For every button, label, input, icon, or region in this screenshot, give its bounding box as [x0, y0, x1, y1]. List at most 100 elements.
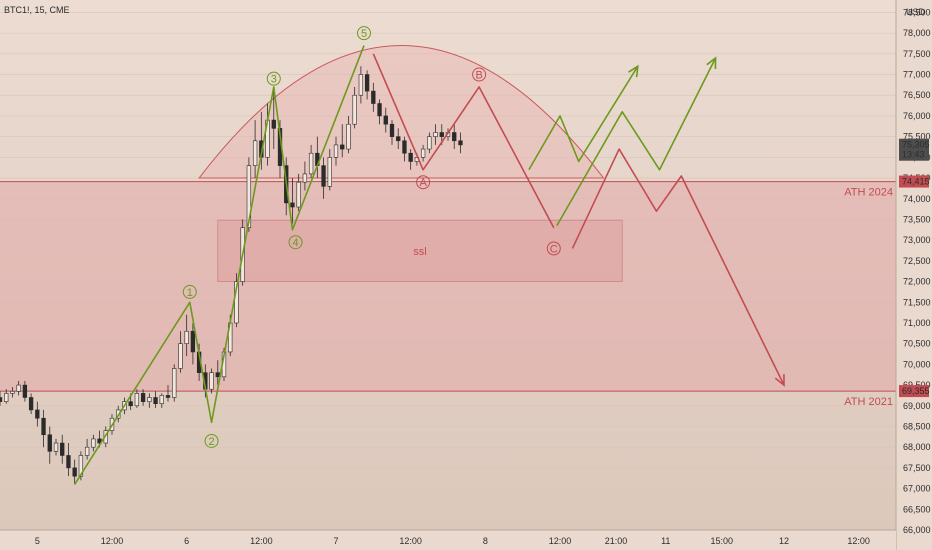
y-tick-label: 70,000 — [903, 359, 931, 369]
candle-body — [327, 157, 332, 187]
candle-body — [66, 455, 71, 469]
ath-range-zone — [0, 181, 896, 392]
candle-body — [78, 455, 84, 477]
levels: ATH 2024 ATH 2021 — [0, 181, 896, 408]
projection-path-1 — [528, 65, 639, 171]
candle-body — [364, 74, 370, 92]
ssl-zone-label: ssl — [413, 246, 426, 258]
projection-path-2 — [556, 57, 717, 227]
projection-path-3-arrowhead — [774, 374, 785, 387]
y-tick-label: 77,500 — [903, 49, 931, 59]
candle-body — [246, 165, 252, 229]
y-tick-label: 66,000 — [903, 525, 931, 535]
candle-body — [165, 395, 171, 398]
x-tick-label: 15:00 — [711, 536, 734, 546]
candle-body — [439, 132, 444, 137]
price-axis-panel — [896, 0, 932, 550]
candle-body — [140, 393, 146, 402]
candle-body — [10, 390, 15, 394]
x-tick-label: 5 — [35, 536, 40, 546]
wave-label-2: 2 — [208, 436, 214, 448]
y-tick-label: 68,000 — [903, 442, 931, 452]
y-tick-label: 69,500 — [903, 380, 931, 390]
distribution-arc — [198, 45, 605, 179]
y-tick-label: 77,000 — [903, 70, 931, 80]
y-tick-label: 72,000 — [903, 277, 931, 287]
y-tick-label: 71,500 — [903, 297, 931, 307]
y-tick-label: 78,500 — [903, 7, 931, 17]
y-tick-label: 69,000 — [903, 401, 931, 411]
time-axis-panel — [0, 530, 896, 550]
candle-body — [47, 434, 52, 452]
x-tick-label: 12:00 — [250, 536, 273, 546]
wave-label-circle — [288, 235, 303, 250]
candle-body — [333, 144, 339, 158]
candle-body — [184, 330, 189, 344]
candle-body — [178, 343, 183, 369]
candle-body — [296, 181, 301, 208]
candle-body — [35, 409, 40, 419]
wave-label-circle — [357, 26, 371, 41]
ssl-zone — [217, 219, 623, 283]
x-tick-label: 6 — [184, 536, 189, 546]
arc — [198, 45, 605, 179]
y-tick-label: 68,500 — [903, 421, 931, 431]
candle-body — [346, 123, 351, 150]
candle-body — [427, 136, 432, 150]
y-tick-label: 70,500 — [903, 339, 931, 349]
candle-body — [271, 119, 276, 129]
candle-body — [41, 417, 46, 436]
candle-body — [134, 393, 140, 407]
candle-body — [215, 372, 220, 378]
y-tick-label: 67,000 — [903, 484, 931, 494]
candle-body — [290, 202, 295, 208]
projection-path-2-arrowhead — [706, 56, 717, 69]
y-tick-label: 76,000 — [903, 111, 931, 121]
x-tick-label: 12 — [779, 536, 789, 546]
level-label: ATH 2024 — [844, 187, 893, 199]
candle-body — [147, 397, 152, 402]
candle-body — [420, 148, 426, 158]
candle-body — [28, 397, 34, 411]
candle-body — [402, 140, 407, 154]
wave-label-5: 5 — [361, 28, 367, 40]
candle-body — [159, 395, 164, 405]
candle-body — [321, 165, 326, 187]
x-tick-label: 7 — [333, 536, 338, 546]
x-tick-label: 12:00 — [847, 536, 870, 546]
candle-body — [452, 132, 457, 142]
candle-body — [22, 384, 28, 398]
level-label: ATH 2021 — [844, 396, 893, 408]
price-marker-time: 13:43 — [902, 150, 925, 160]
correction-label-circle — [416, 175, 431, 190]
correction-wave-line — [372, 53, 555, 229]
correction-label-A: A — [419, 177, 427, 189]
candle-body — [128, 401, 133, 407]
x-tick-label: 11 — [661, 536, 670, 546]
correction-label-circle — [472, 67, 487, 82]
candle-body — [190, 330, 196, 353]
correction-label-C: C — [550, 243, 558, 255]
y-tick-label: 67,500 — [903, 463, 931, 473]
y-tick-label: 78,000 — [903, 28, 931, 38]
y-tick-label: 72,500 — [903, 256, 931, 266]
impulse-wave-line — [73, 45, 365, 485]
y-tick-label: 73,500 — [903, 214, 931, 224]
waves: 1 2 3 4 5 A B C — [73, 26, 785, 485]
x-tick-label: 21:00 — [605, 536, 628, 546]
price-marker-label: 74,415 — [902, 177, 930, 187]
price-marker-box — [899, 175, 929, 188]
price-marker-label: 75,305 — [902, 140, 930, 150]
candle-body — [389, 123, 395, 137]
candle-body — [153, 397, 158, 405]
projection-path-3 — [571, 148, 785, 386]
zones: ssl — [0, 181, 896, 392]
y-tick-label: 73,000 — [903, 235, 931, 245]
candle-body — [72, 467, 77, 477]
candle-body — [358, 74, 364, 96]
y-tick-label: 74,000 — [903, 194, 931, 204]
correction-label-B: B — [475, 70, 482, 82]
